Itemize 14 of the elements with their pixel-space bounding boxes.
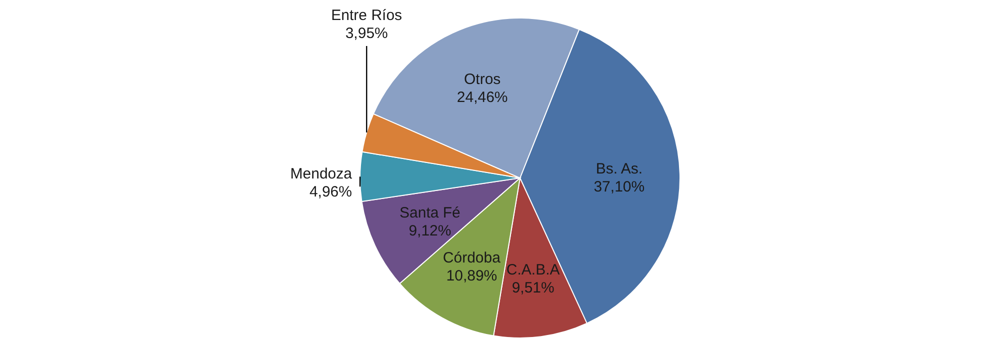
slice-label: Bs. As. xyxy=(596,160,643,178)
slice-label: Santa Fé xyxy=(400,204,460,222)
data-label: 24,46% xyxy=(456,89,508,106)
slice-label: Córdoba xyxy=(442,250,502,267)
data-label: 4,96% xyxy=(309,184,352,201)
data-label: 9,12% xyxy=(408,222,452,240)
slice-label: C.A.B.A xyxy=(506,261,560,278)
data-label: 3,95% xyxy=(345,25,388,42)
data-label: 37,10% xyxy=(594,178,645,196)
data-label: 10,89% xyxy=(446,268,498,285)
slice-label: Mendoza xyxy=(290,166,353,183)
data-label: 9,51% xyxy=(512,279,554,296)
slice-label: Otros xyxy=(464,71,501,88)
slice-label: Entre Ríos xyxy=(331,7,402,24)
